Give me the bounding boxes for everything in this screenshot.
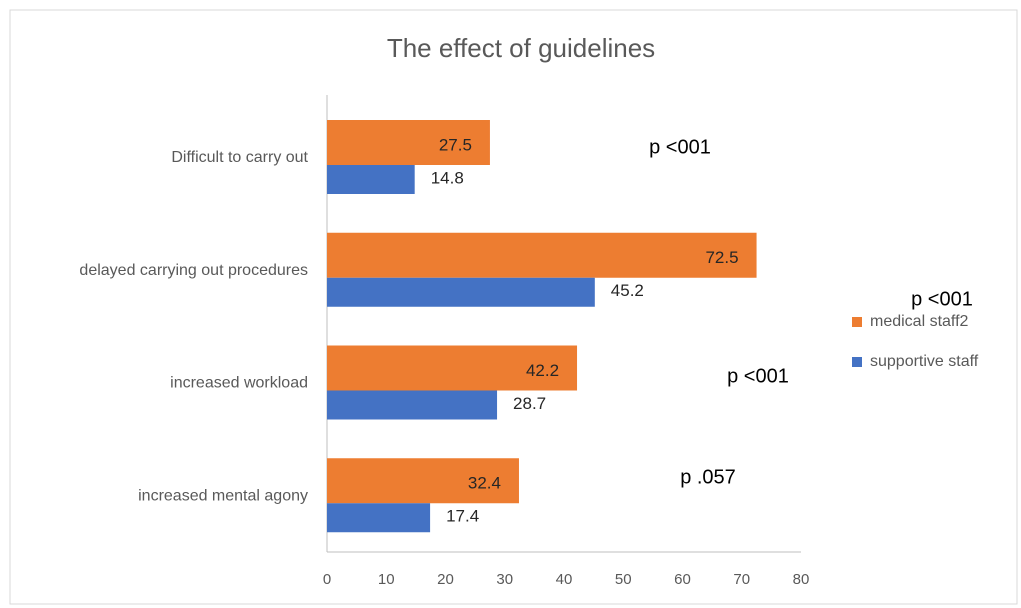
legend-swatch xyxy=(852,357,862,367)
bar xyxy=(327,458,519,504)
bar xyxy=(327,277,595,307)
y-tick-label: increased mental agony xyxy=(138,487,308,504)
data-label: 17.4 xyxy=(446,507,479,526)
data-label: 72.5 xyxy=(705,248,738,267)
y-tick-label: increased workload xyxy=(170,375,308,392)
legend-label: medical staff2 xyxy=(870,313,969,330)
x-tick-label: 80 xyxy=(793,571,810,588)
data-label: 14.8 xyxy=(431,168,464,187)
x-tick-label: 10 xyxy=(378,571,395,588)
annotation: p <001 xyxy=(649,136,711,158)
x-tick-label: 50 xyxy=(615,571,632,588)
x-tick-label: 40 xyxy=(556,571,573,588)
annotation: p <001 xyxy=(911,288,973,310)
x-tick-label: 0 xyxy=(323,571,331,588)
y-tick-label: delayed carrying out procedures xyxy=(79,262,308,279)
data-label: 42.2 xyxy=(526,361,559,380)
legend-label: supportive staff xyxy=(870,353,979,370)
annotation: p .057 xyxy=(680,466,736,488)
data-label: 45.2 xyxy=(611,281,644,300)
x-tick-label: 70 xyxy=(733,571,750,588)
bar xyxy=(327,165,415,194)
bar xyxy=(327,120,490,165)
x-tick-label: 60 xyxy=(674,571,691,588)
annotation: p <001 xyxy=(727,365,789,387)
bar xyxy=(327,345,578,391)
chart-border xyxy=(9,9,1018,605)
data-label: 32.4 xyxy=(468,474,501,493)
chart-title: The effect of guidelines xyxy=(387,33,655,63)
bar xyxy=(327,503,431,533)
bar xyxy=(327,232,757,278)
y-tick-label: Difficult to carry out xyxy=(171,149,308,166)
x-tick-label: 20 xyxy=(437,571,454,588)
data-label: 28.7 xyxy=(513,394,546,413)
bar xyxy=(327,390,498,420)
x-tick-label: 30 xyxy=(496,571,513,588)
data-label: 27.5 xyxy=(439,135,472,154)
legend-swatch xyxy=(852,317,862,327)
